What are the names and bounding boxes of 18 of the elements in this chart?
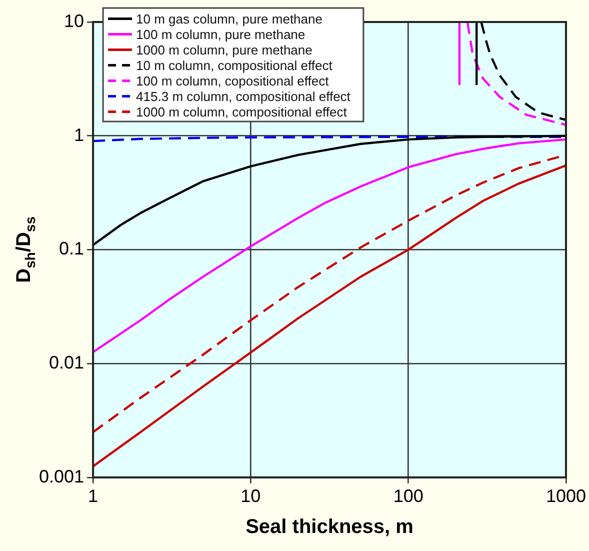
y-tick-label: 0.01 <box>48 352 84 373</box>
legend-label: 10 m gas column, pure methane <box>136 11 322 26</box>
x-axis-title: Seal thickness, m <box>246 516 414 538</box>
x-tick-label: 100 <box>393 486 424 506</box>
legend-label: 100 m column, pure methane <box>136 26 306 42</box>
y-tick-label: 0.001 <box>38 466 84 486</box>
legend-label: 100 m column, copositional effect <box>136 73 330 88</box>
legend-label: 415.3 m column, compositional effect <box>136 88 351 104</box>
legend-label: 10 m column, compositional effect <box>136 58 333 73</box>
x-tick-label: 1 <box>88 486 98 506</box>
y-tick-label: 10 <box>64 10 84 31</box>
y-tick-label: 0.1 <box>59 238 84 259</box>
y-axis-title: Dsh/Dss <box>13 216 38 283</box>
x-tick-label: 1000 <box>546 486 586 506</box>
x-tick-label: 10 <box>240 486 261 506</box>
y-tick-label: 1 <box>74 124 84 145</box>
legend-label: 1000 m column, compositional effect <box>136 104 348 120</box>
legend-label: 1000 m column, pure methane <box>136 42 312 58</box>
